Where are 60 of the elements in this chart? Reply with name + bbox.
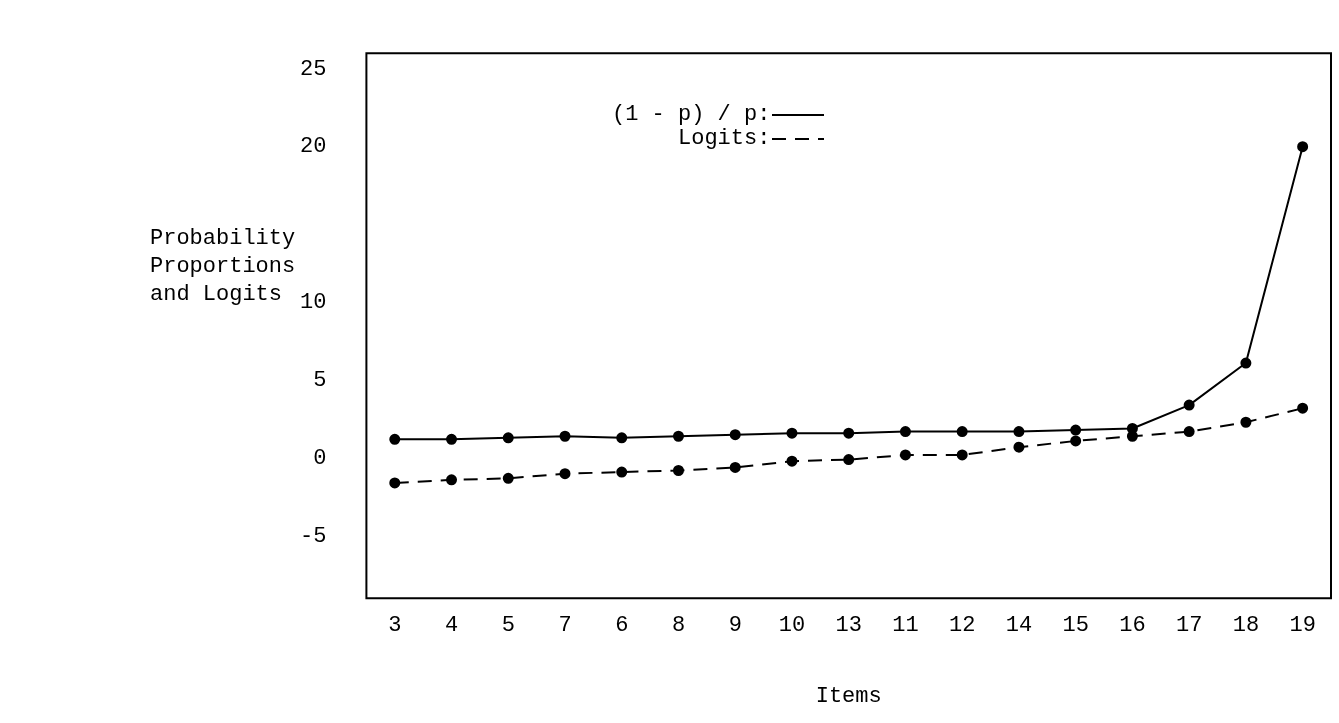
point <box>899 449 911 461</box>
point <box>616 432 628 444</box>
point <box>446 433 458 445</box>
x-tick-label: 12 <box>948 613 976 639</box>
legend-label: (1 - p) / p: <box>611 102 771 128</box>
x-tick-label: 15 <box>1062 613 1089 639</box>
y-tick-label: -5 <box>300 523 327 549</box>
point <box>1013 441 1025 453</box>
point <box>786 455 798 467</box>
x-tick-label: 3 <box>388 613 402 639</box>
point <box>843 454 855 466</box>
x-tick-label: 4 <box>444 613 459 639</box>
point <box>1013 426 1025 438</box>
y-tick-label: 20 <box>300 134 327 160</box>
point <box>672 465 684 477</box>
point <box>1183 426 1195 438</box>
point <box>1297 402 1309 414</box>
point <box>956 449 968 461</box>
point <box>729 429 741 441</box>
point <box>1070 424 1082 436</box>
point <box>502 432 514 444</box>
point <box>389 477 401 489</box>
y-axis-title: Probability Proportions and Logits <box>150 225 296 309</box>
point <box>1183 399 1195 411</box>
x-tick-label: 5 <box>501 613 515 639</box>
point <box>1126 422 1138 434</box>
point <box>729 461 741 473</box>
y-tick-label: 0 <box>313 445 327 471</box>
y-tick-label: 25 <box>300 56 327 82</box>
x-tick-label: 7 <box>558 613 572 639</box>
x-tick-label: 6 <box>615 613 629 639</box>
point <box>786 427 798 439</box>
x-axis-title: Items <box>815 683 882 709</box>
point <box>559 468 571 480</box>
point <box>616 466 628 478</box>
point <box>559 430 571 442</box>
point <box>956 426 968 438</box>
x-tick-label: 8 <box>671 613 686 639</box>
legend-label: Logits: <box>677 126 771 152</box>
x-tick-label: 11 <box>892 613 919 639</box>
point <box>502 472 514 484</box>
x-tick-label: 17 <box>1175 613 1203 639</box>
point <box>1070 435 1082 447</box>
point <box>1240 357 1252 369</box>
y-tick-label: 5 <box>313 368 327 394</box>
y-tick-label: 10 <box>300 290 327 316</box>
x-tick-label: 10 <box>778 613 806 639</box>
x-tick-label: 13 <box>835 613 862 639</box>
x-tick-label: 9 <box>728 613 742 639</box>
point <box>899 426 911 438</box>
point <box>389 433 401 445</box>
x-tick-label: 14 <box>1005 613 1033 639</box>
point <box>1297 141 1309 153</box>
point <box>1240 416 1252 428</box>
x-tick-label: 18 <box>1232 613 1260 639</box>
x-tick-label: 16 <box>1119 613 1146 639</box>
x-tick-label: 19 <box>1289 613 1316 639</box>
point <box>672 430 684 442</box>
point <box>446 474 458 486</box>
point <box>843 427 855 439</box>
